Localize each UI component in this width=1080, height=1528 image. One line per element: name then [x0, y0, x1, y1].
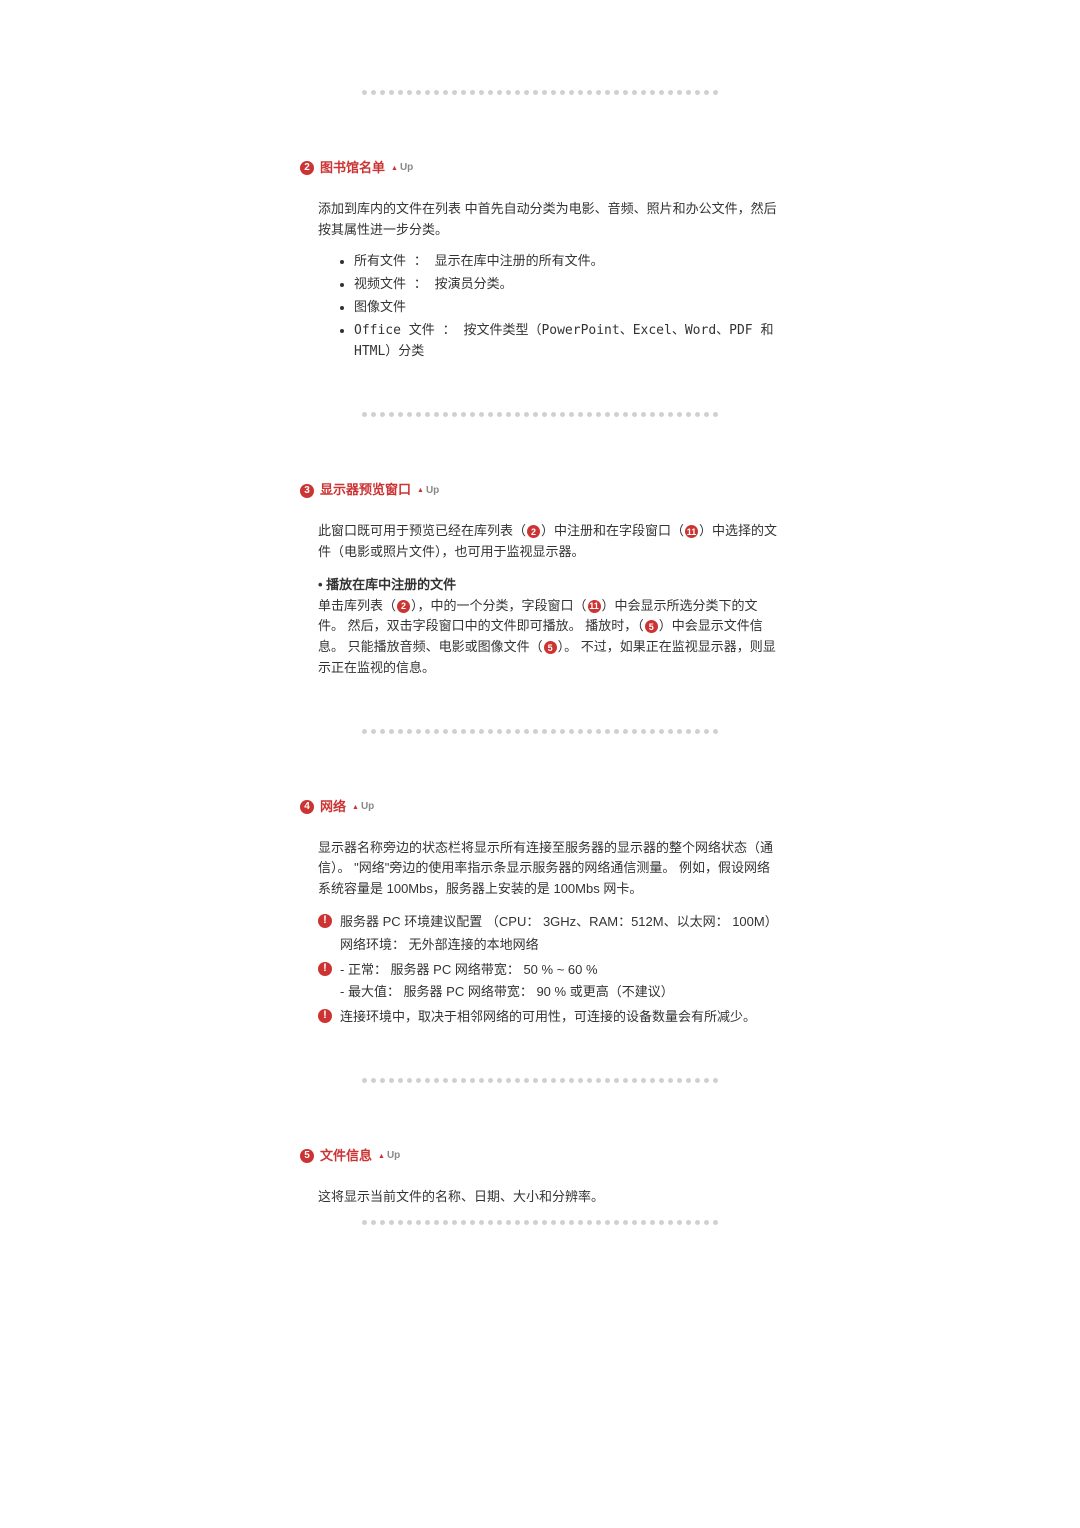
list-item: 所有文件 ： 显示在库中注册的所有文件。	[354, 252, 780, 273]
section-5-heading: 文件信息	[320, 1146, 372, 1167]
text: ），中的一个分类，字段窗口（	[411, 598, 587, 613]
section-5-title: 5 文件信息 Up	[300, 1146, 780, 1167]
section-2-intro: 添加到库内的文件在列表 中首先自动分类为电影、音频、照片和办公文件，然后按其属性…	[318, 199, 780, 241]
alert-icon: !	[318, 1009, 332, 1023]
ref-badge-11-icon: 11	[685, 525, 698, 538]
divider	[300, 1220, 780, 1228]
up-link[interactable]: Up	[391, 160, 413, 176]
ref-badge-11-icon: 11	[588, 600, 601, 613]
up-link[interactable]: Up	[378, 1148, 400, 1164]
section-3-title: 3 显示器预览窗口 Up	[300, 480, 780, 501]
badge-2-icon: 2	[300, 161, 314, 175]
note-text: 连接环境中，取决于相邻网络的可用性，可连接的设备数量会有所减少。	[340, 1007, 780, 1028]
section-3-subtext: 单击库列表（2），中的一个分类，字段窗口（11）中会显示所选分类下的文件。 然后…	[318, 596, 780, 679]
section-4-heading: 网络	[320, 797, 346, 818]
badge-3-icon: 3	[300, 484, 314, 498]
note-text: - 正常： 服务器 PC 网络带宽： 50 % ~ 60 %	[340, 960, 780, 981]
note-text: 服务器 PC 环境建议配置 （CPU： 3GHz、RAM：512M、以太网： 1…	[340, 912, 780, 933]
list-item: 图像文件	[354, 298, 780, 319]
section-3-subhead: 播放在库中注册的文件	[318, 575, 780, 596]
ref-badge-2-icon: 2	[397, 600, 410, 613]
section-4-intro: 显示器名称旁边的状态栏将显示所有连接至服务器的显示器的整个网络状态（通信）。 "…	[318, 838, 780, 900]
note-line: ! 连接环境中，取决于相邻网络的可用性，可连接的设备数量会有所减少。	[318, 1007, 780, 1028]
divider	[300, 1078, 780, 1086]
ref-badge-5-icon: 5	[645, 620, 658, 633]
section-2-heading: 图书馆名单	[320, 158, 385, 179]
section-2-list: 所有文件 ： 显示在库中注册的所有文件。 视频文件 ： 按演员分类。 图像文件 …	[336, 252, 780, 362]
list-item: 视频文件 ： 按演员分类。	[354, 275, 780, 296]
section-4-title: 4 网络 Up	[300, 797, 780, 818]
divider	[300, 90, 780, 98]
section-3-intro: 此窗口既可用于预览已经在库列表（2）中注册和在字段窗口（11）中选择的文件（电影…	[318, 521, 780, 563]
up-link[interactable]: Up	[352, 799, 374, 815]
ref-badge-5-icon: 5	[544, 641, 557, 654]
alert-icon: !	[318, 914, 332, 928]
divider	[300, 412, 780, 420]
section-5-intro: 这将显示当前文件的名称、日期、大小和分辨率。	[318, 1187, 780, 1208]
text: ）中注册和在字段窗口（	[541, 523, 684, 538]
note-text-cont: - 最大值： 服务器 PC 网络带宽： 90 % 或更高（不建议）	[340, 982, 780, 1003]
alert-icon: !	[318, 962, 332, 976]
up-link[interactable]: Up	[417, 483, 439, 499]
list-item: Office 文件 ： 按文件类型（PowerPoint、Excel、Word、…	[354, 321, 780, 363]
badge-5-icon: 5	[300, 1149, 314, 1163]
note-line: ! - 正常： 服务器 PC 网络带宽： 50 % ~ 60 %	[318, 960, 780, 981]
note-line: ! 服务器 PC 环境建议配置 （CPU： 3GHz、RAM：512M、以太网：…	[318, 912, 780, 933]
section-2-title: 2 图书馆名单 Up	[300, 158, 780, 179]
text: 此窗口既可用于预览已经在库列表（	[318, 523, 526, 538]
note-text-cont: 网络环境： 无外部连接的本地网络	[340, 935, 780, 956]
badge-4-icon: 4	[300, 800, 314, 814]
divider	[300, 729, 780, 737]
section-3-heading: 显示器预览窗口	[320, 480, 411, 501]
text: 单击库列表（	[318, 598, 396, 613]
ref-badge-2-icon: 2	[527, 525, 540, 538]
page: 2 图书馆名单 Up 添加到库内的文件在列表 中首先自动分类为电影、音频、照片和…	[150, 0, 930, 1268]
